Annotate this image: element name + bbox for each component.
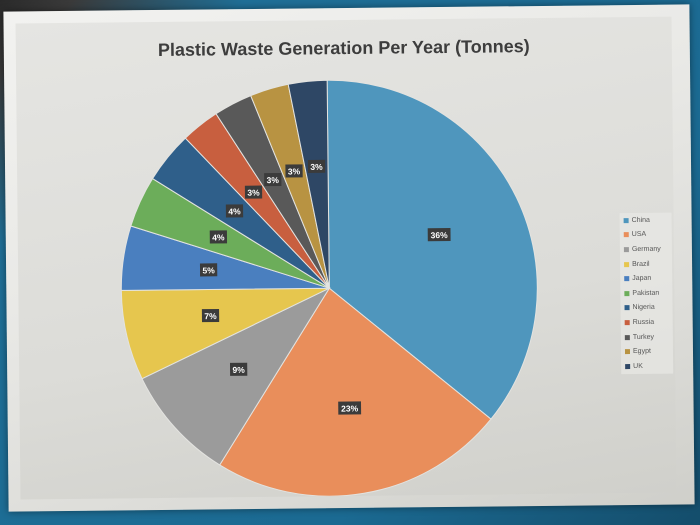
legend-item-uk: UK xyxy=(621,359,673,374)
svg-text:4%: 4% xyxy=(212,232,225,242)
svg-text:3%: 3% xyxy=(310,162,323,172)
legend-swatch xyxy=(623,232,629,238)
legend-item-china: China xyxy=(620,213,672,228)
legend-swatch xyxy=(623,247,629,253)
svg-text:3%: 3% xyxy=(288,166,301,176)
legend-item-pakistan: Pakistan xyxy=(620,286,672,301)
svg-text:3%: 3% xyxy=(247,188,260,198)
legend-item-germany: Germany xyxy=(620,242,672,257)
legend-label: Japan xyxy=(632,275,652,283)
svg-text:9%: 9% xyxy=(232,365,245,375)
legend-label: Egypt xyxy=(632,347,651,356)
svg-text:4%: 4% xyxy=(228,206,241,216)
legend-swatch xyxy=(624,261,630,267)
svg-text:7%: 7% xyxy=(204,311,217,321)
data-label-nigeria: 4% xyxy=(225,204,244,218)
svg-text:5%: 5% xyxy=(202,265,215,275)
svg-text:36%: 36% xyxy=(431,230,449,240)
legend-swatch xyxy=(624,276,630,282)
legend-item-usa: USA xyxy=(620,227,672,242)
legend-label: Germany xyxy=(631,245,661,254)
legend-label: China xyxy=(631,216,650,224)
data-label-pakistan: 4% xyxy=(209,230,228,244)
pie-slice-germany xyxy=(141,287,331,466)
pie-slice-uk xyxy=(287,79,330,289)
data-label-germany: 9% xyxy=(229,362,248,376)
pie-chart: 36% 23% 9% 7% 5% 4% 4% 3% 3% 3% 3% xyxy=(120,79,538,497)
legend-swatch xyxy=(625,363,631,369)
legend-label: Turkey xyxy=(632,333,655,341)
printed-paper: Plastic Waste Generation Per Year (Tonne… xyxy=(3,4,695,512)
legend-item-turkey: Turkey xyxy=(621,329,673,344)
pie-slice-usa xyxy=(219,287,492,497)
legend-item-japan: Japan xyxy=(620,271,672,286)
data-label-uk: 3% xyxy=(307,159,326,173)
legend-label: UK xyxy=(633,362,643,370)
legend-swatch xyxy=(624,320,630,326)
legend-item-russia: Russia xyxy=(621,315,673,330)
svg-text:3%: 3% xyxy=(267,175,280,185)
data-label-china: 36% xyxy=(427,227,451,242)
chart-area: Plastic Waste Generation Per Year (Tonne… xyxy=(15,16,677,500)
legend-swatch xyxy=(623,217,629,223)
data-label-turkey: 3% xyxy=(264,173,282,187)
legend-item-brazil: Brazil xyxy=(620,256,672,271)
legend-item-egypt: Egypt xyxy=(621,344,673,359)
pie-slice-china xyxy=(326,79,538,420)
legend-label: Nigeria xyxy=(632,304,655,312)
data-label-egypt: 3% xyxy=(285,164,303,178)
legend-swatch xyxy=(624,305,630,311)
legend-swatch xyxy=(624,349,631,355)
legend-swatch xyxy=(624,334,630,340)
data-label-japan: 5% xyxy=(199,263,218,277)
legend-label: Brazil xyxy=(632,260,650,268)
chart-legend: China USA Germany Brazil Japan Pakistan Nigeri… xyxy=(619,212,674,374)
data-label-russia: 3% xyxy=(244,185,263,199)
legend-label: Russia xyxy=(632,318,655,326)
data-label-usa: 23% xyxy=(338,401,362,415)
legend-item-nigeria: Nigeria xyxy=(620,300,672,315)
legend-label: Pakistan xyxy=(632,289,660,297)
legend-swatch xyxy=(624,290,630,296)
data-label-brazil: 7% xyxy=(201,308,220,323)
svg-text:23%: 23% xyxy=(341,403,359,413)
legend-label: USA xyxy=(631,231,647,239)
